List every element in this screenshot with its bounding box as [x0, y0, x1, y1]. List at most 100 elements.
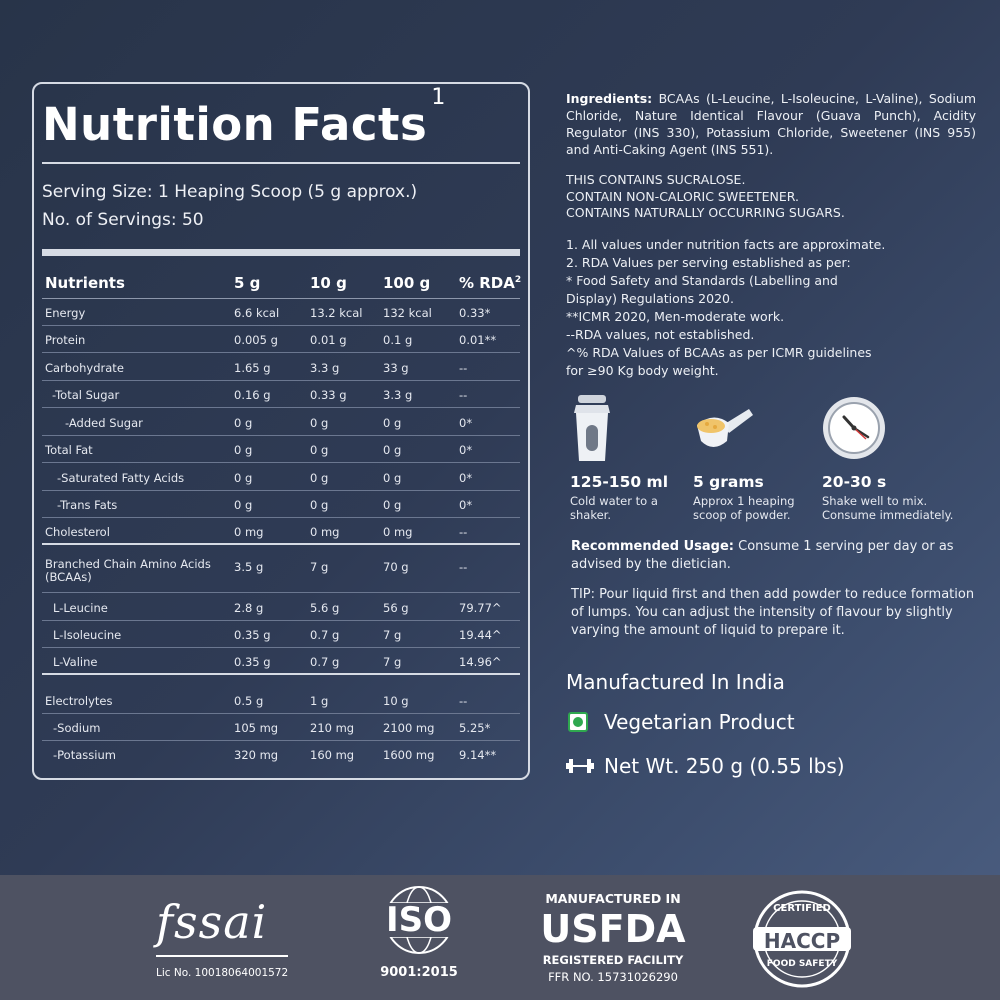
- table-cell: 0*: [459, 498, 473, 512]
- table-cell: 160 mg: [310, 748, 355, 762]
- footnote-line: for ≥90 Kg body weight.: [566, 363, 719, 378]
- table-cell: 7 g: [383, 628, 402, 642]
- table-cell: 1600 mg: [383, 748, 435, 762]
- manufactured-in: Manufactured In India: [566, 670, 785, 694]
- table-cell: 0 g: [234, 498, 253, 512]
- usfda-logo: MANUFACTURED IN USFDA REGISTERED FACILIT…: [540, 875, 690, 1000]
- net-weight-row: Net Wt. 250 g (0.55 lbs): [566, 752, 976, 782]
- water-amount: 125-150 ml: [570, 473, 669, 491]
- iso-logo: ISO 9001:2015: [374, 875, 464, 1000]
- scoop-amount: 5 grams: [693, 473, 764, 491]
- table-cell: L-Leucine: [53, 601, 108, 615]
- table-cell: 320 mg: [234, 748, 279, 762]
- table-cell: 13.2 kcal: [310, 306, 363, 320]
- table-cell: Energy: [45, 306, 86, 320]
- table-cell: 0 g: [234, 416, 253, 430]
- header-nutrients: Nutrients: [45, 274, 125, 292]
- table-cell: 56 g: [383, 601, 409, 615]
- table-cell: 0.005 g: [234, 333, 278, 347]
- table-cell: 0 g: [310, 498, 329, 512]
- usage-icons: 125-150 ml Cold water to a shaker. 5 gra…: [566, 395, 986, 525]
- haccp-wordmark: HACCP: [763, 929, 841, 953]
- table-cell: 14.96^: [459, 655, 502, 669]
- table-cell: 0 mg: [310, 525, 340, 539]
- table-cell: 0*: [459, 471, 473, 485]
- table-cell: 0.33 g: [310, 388, 347, 402]
- iso-wordmark: ISO: [378, 903, 460, 937]
- table-cell: 105 mg: [234, 721, 279, 735]
- table-row: -Trans Fats 0 g 0 g 0 g 0*: [42, 491, 520, 518]
- table-cell: 5.25*: [459, 721, 491, 735]
- table-cell: 2100 mg: [383, 721, 435, 735]
- table-cell: 3.3 g: [383, 388, 413, 402]
- warning-line: CONTAINS NATURALLY OCCURRING SUGARS.: [566, 205, 845, 220]
- fssai-underline: [156, 955, 288, 957]
- vegetarian-row: Vegetarian Product: [566, 708, 976, 738]
- table-cell: 3.3 g: [310, 361, 340, 375]
- fssai-license: Lic No. 10018064001572: [156, 967, 289, 979]
- haccp-seal-icon: [753, 890, 851, 988]
- table-cell: Electrolytes: [45, 694, 113, 708]
- table-cell: 0 g: [310, 416, 329, 430]
- table-cell: 0 g: [234, 443, 253, 457]
- table-cell: 0.33*: [459, 306, 491, 320]
- table-row: Cholesterol 0 mg 0 mg 0 mg --: [42, 518, 520, 545]
- table-row: L-Isoleucine 0.35 g 0.7 g 7 g 19.44^: [42, 621, 520, 648]
- title-text: Nutrition Facts: [42, 98, 428, 151]
- table-row: -Total Sugar 0.16 g 0.33 g 3.3 g --: [42, 381, 520, 408]
- ingredients-label: Ingredients:: [566, 91, 653, 106]
- table-cell: 0.7 g: [310, 628, 340, 642]
- table-cell: --: [459, 388, 468, 402]
- nutrition-facts-title: Nutrition Facts1: [42, 85, 446, 151]
- table-row: Total Fat 0 g 0 g 0 g 0*: [42, 436, 520, 463]
- table-cell: --: [459, 361, 468, 375]
- ingredients-list: BCAAs (L-Leucine, L-Isoleucine, L-Valine…: [566, 91, 976, 157]
- haccp-logo: CERTIFIED HACCP FOOD SAFETY: [750, 875, 854, 1000]
- table-cell: -Trans Fats: [57, 498, 118, 512]
- usfda-registered: REGISTERED FACILITY: [542, 953, 684, 967]
- table-cell: 5.6 g: [310, 601, 340, 615]
- table-cell: 0.35 g: [234, 655, 271, 669]
- header-rda: % RDA2: [459, 274, 522, 292]
- table-cell: 0*: [459, 416, 473, 430]
- scoop-desc: Approx 1 heaping scoop of powder.: [693, 494, 795, 522]
- title-superscript: 1: [431, 85, 446, 110]
- table-cell: 0*: [459, 443, 473, 457]
- table-cell: 0.1 g: [383, 333, 413, 347]
- table-cell: --: [459, 694, 468, 708]
- table-cell: --: [459, 525, 468, 539]
- ingredients-text: Ingredients: BCAAs (L-Leucine, L-Isoleuc…: [566, 90, 976, 158]
- footnote-line: --RDA values, not established.: [566, 327, 755, 342]
- certification-footer: fssai Lic No. 10018064001572 ISO 9001:20…: [0, 875, 1000, 1000]
- title-rule: [42, 162, 520, 164]
- footnote-line: 1. All values under nutrition facts are …: [566, 237, 886, 252]
- usfda-top-text: MANUFACTURED IN: [545, 891, 681, 906]
- table-cell: 0.01**: [459, 333, 497, 347]
- table-cell: 210 mg: [310, 721, 355, 735]
- usfda-ffr: FFR NO. 15731026290: [548, 970, 678, 984]
- table-row: Branched Chain Amino Acids (BCAAs) 3.5 g 7…: [42, 553, 520, 593]
- table-cell: 0.7 g: [310, 655, 340, 669]
- table-cell: 1.65 g: [234, 361, 271, 375]
- recommended-text: Consume 1 serving per day or as advised …: [571, 539, 954, 572]
- header-10g: 10 g: [310, 274, 347, 292]
- table-row: Carbohydrate 1.65 g 3.3 g 33 g --: [42, 354, 520, 381]
- footnote-line: **ICMR 2020, Men-moderate work.: [566, 309, 785, 324]
- table-row: Protein 0.005 g 0.01 g 0.1 g 0.01**: [42, 326, 520, 353]
- table-cell: 0 g: [234, 471, 253, 485]
- table-cell: --: [459, 560, 468, 574]
- table-cell: 0 g: [383, 416, 402, 430]
- dumbbell-icon: [566, 759, 594, 773]
- table-cell: 1 g: [310, 694, 329, 708]
- table-cell: 0 g: [383, 443, 402, 457]
- table-cell: -Total Sugar: [52, 388, 120, 402]
- table-row: Electrolytes 0.5 g 1 g 10 g --: [42, 687, 520, 714]
- table-cell: 3.5 g: [234, 560, 264, 574]
- recommended-label: Recommended Usage:: [571, 539, 734, 554]
- table-cell: 0 mg: [234, 525, 264, 539]
- table-cell: -Sodium: [53, 721, 101, 735]
- fssai-logo: fssai Lic No. 10018064001572: [152, 875, 292, 1000]
- fssai-wordmark: fssai: [156, 895, 268, 949]
- table-row: -Potassium 320 mg 160 mg 1600 mg 9.14**: [42, 741, 520, 768]
- table-row: L-Leucine 2.8 g 5.6 g 56 g 79.77^: [42, 594, 520, 621]
